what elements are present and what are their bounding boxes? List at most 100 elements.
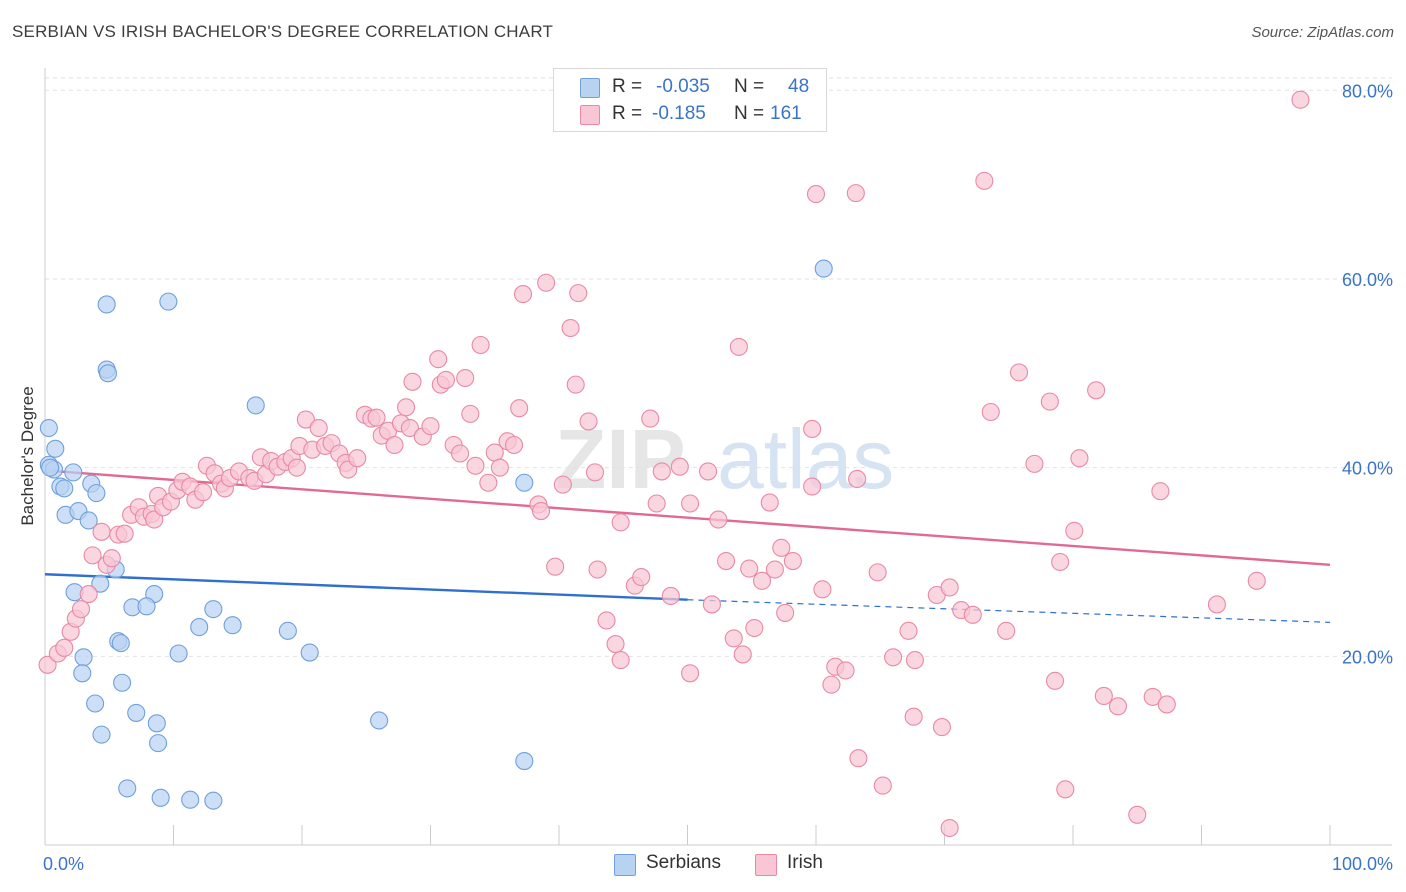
y-tick-label: 60.0% <box>1342 270 1393 290</box>
point-irish <box>1040 392 1059 411</box>
point-irish <box>597 611 616 630</box>
point-irish <box>1056 780 1075 799</box>
point-irish <box>385 435 404 455</box>
r-value: -0.185 <box>652 103 706 124</box>
point-serbians <box>169 644 188 663</box>
point-irish <box>561 318 580 338</box>
y-axis-label: Bachelor's Degree <box>18 386 37 525</box>
legend-swatch-serbians <box>614 854 636 876</box>
point-irish <box>611 651 630 670</box>
point-irish <box>471 335 490 355</box>
point-irish <box>102 549 121 568</box>
point-irish <box>1009 363 1029 382</box>
point-irish <box>588 560 607 579</box>
point-irish <box>145 510 164 529</box>
y-tick-label: 20.0% <box>1342 647 1393 667</box>
point-irish <box>724 629 743 648</box>
point-irish <box>436 370 455 389</box>
point-irish <box>681 494 700 513</box>
point-irish <box>456 368 475 388</box>
point-irish <box>729 337 748 356</box>
point-irish <box>641 409 660 428</box>
point-irish <box>647 494 666 513</box>
point-irish <box>822 675 841 694</box>
point-irish <box>1025 454 1044 473</box>
trend-line-serbians <box>44 573 688 601</box>
point-serbians <box>39 418 58 438</box>
n-value: 48 <box>788 76 810 97</box>
point-irish <box>772 538 791 557</box>
point-irish <box>1157 695 1176 714</box>
point-irish <box>963 605 982 624</box>
point-irish <box>1151 482 1170 501</box>
point-irish <box>400 418 419 438</box>
legend-label-irish: Irish <box>787 852 823 873</box>
point-irish <box>932 718 951 737</box>
point-irish <box>975 171 994 190</box>
point-serbians <box>64 463 83 482</box>
point-serbians <box>113 673 132 692</box>
y-tick-label: 40.0% <box>1342 459 1393 479</box>
point-irish <box>606 635 625 654</box>
point-irish <box>403 372 422 391</box>
point-irish <box>670 457 689 476</box>
point-irish <box>348 449 367 468</box>
point-irish <box>905 651 924 670</box>
r-value: -0.035 <box>656 76 710 97</box>
point-irish <box>585 463 605 482</box>
point-irish <box>783 551 802 571</box>
point-irish <box>836 661 855 680</box>
point-irish <box>1087 381 1106 400</box>
x-tick-label: 0.0% <box>43 854 84 874</box>
point-irish <box>79 585 98 604</box>
point-irish <box>513 285 533 304</box>
point-irish <box>904 707 923 726</box>
source-note: Source: ZipAtlas.com <box>1251 24 1394 41</box>
point-irish <box>566 375 585 394</box>
legend-label-serbians: Serbians <box>646 852 721 873</box>
watermark-zip: ZIP <box>555 412 686 506</box>
point-serbians <box>278 621 297 640</box>
point-irish <box>287 458 306 477</box>
point-irish <box>55 638 74 657</box>
point-irish <box>681 664 700 683</box>
point-irish <box>92 522 111 541</box>
y-tick-label: 80.0% <box>1342 81 1393 101</box>
point-irish <box>38 655 57 674</box>
point-irish <box>71 600 91 619</box>
point-serbians <box>814 259 833 278</box>
point-serbians <box>181 790 200 809</box>
point-irish <box>611 513 630 532</box>
point-irish <box>981 402 1000 422</box>
point-serbians <box>79 511 98 530</box>
point-irish <box>848 469 867 489</box>
point-irish <box>702 595 721 614</box>
point-serbians <box>91 574 110 593</box>
r-label: R = <box>612 76 643 97</box>
point-irish <box>661 586 680 605</box>
trend-line-extension-serbians <box>687 599 1331 623</box>
legend-swatch-irish <box>580 105 600 125</box>
point-irish <box>699 462 718 481</box>
point-irish <box>115 524 134 543</box>
point-serbians <box>159 292 178 311</box>
point-serbians <box>46 439 65 458</box>
point-serbians <box>86 694 105 713</box>
point-irish <box>1108 697 1128 716</box>
point-serbians <box>137 597 156 616</box>
n-label: N = <box>734 103 765 124</box>
point-serbians <box>98 364 118 383</box>
point-irish <box>1070 449 1089 468</box>
point-irish <box>899 621 918 640</box>
point-irish <box>997 621 1016 640</box>
point-irish <box>632 568 651 587</box>
point-serbians <box>190 618 209 637</box>
chart-title: SERBIAN VS IRISH BACHELOR'S DEGREE CORRE… <box>12 22 554 41</box>
point-irish <box>309 418 328 438</box>
point-serbians <box>97 295 116 314</box>
point-serbians <box>204 791 223 810</box>
legend-swatch-irish <box>755 854 777 876</box>
legend-row-serbians: R = -0.035 N = 48 <box>554 75 824 101</box>
point-irish <box>479 473 498 492</box>
